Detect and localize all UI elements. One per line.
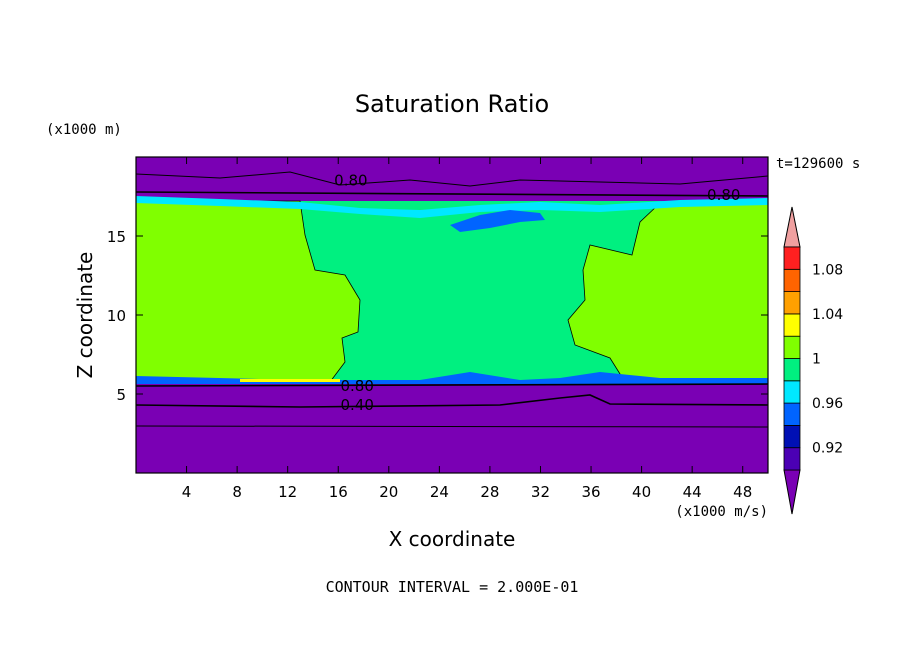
colorbar-swatch: [783, 402, 801, 426]
x-tick-label: 48: [733, 483, 752, 501]
colorbar-swatch: [783, 380, 801, 404]
y-axis: 5 10 15: [107, 228, 768, 404]
contour-line-lowest: [135, 425, 769, 428]
upper-moist-streak: [450, 210, 545, 232]
x-tick-label: 20: [379, 483, 398, 501]
colorbar-label: 0.92: [812, 441, 843, 457]
colorbar-top-arrow: [783, 206, 801, 248]
contour-label: 0.80: [707, 186, 740, 204]
colorbar-swatch: [783, 246, 801, 270]
colorbar-swatch: [783, 424, 801, 449]
colorbar-swatch: [783, 335, 801, 359]
x-tick-label: 12: [278, 483, 297, 501]
colorbar: 0.92 0.96 1 1.04 1.08: [783, 206, 843, 515]
colorbar-bottom-arrow: [783, 469, 801, 515]
lower-supersat-strip: [240, 379, 340, 382]
y-tick-label: 10: [107, 307, 126, 325]
x-tick-label: 32: [531, 483, 550, 501]
colorbar-swatch: [783, 291, 801, 315]
x-tick-label: 8: [232, 483, 242, 501]
x-tick-label: 24: [430, 483, 449, 501]
upper-transition-band: [136, 196, 768, 218]
contour-line-upper-mid: [135, 171, 769, 187]
contour-line-lower-040: [135, 394, 769, 408]
contour-interval-note: CONTOUR INTERVAL = 2.000E-01: [326, 578, 579, 596]
colorbar-label: 1.04: [812, 307, 843, 323]
x-tick-label: 16: [329, 483, 348, 501]
y-units-label: (x1000 m): [46, 122, 122, 138]
chart-title: Saturation Ratio: [355, 90, 549, 118]
x-tick-label: 36: [581, 483, 600, 501]
time-label: t=129600 s: [776, 156, 860, 172]
x-tick-label: 28: [480, 483, 499, 501]
colorbar-swatch: [783, 358, 801, 382]
colorbar-label: 1: [812, 352, 821, 368]
x-tick-label: 4: [182, 483, 192, 501]
colorbar-label: 1.08: [812, 262, 843, 278]
x-tick-label: 44: [683, 483, 702, 501]
colorbar-label: 0.96: [812, 396, 843, 412]
x-tick-label: 40: [632, 483, 651, 501]
y-tick-label: 15: [107, 228, 126, 246]
contour-line-lower-080: [135, 383, 769, 387]
y-tick-label: 5: [116, 386, 126, 404]
contour-label: 0.80: [334, 172, 367, 190]
contour-line-upper-080: [135, 191, 769, 197]
contour-label: 0.40: [340, 396, 373, 414]
x-axis: 4 8 12 16 20 24 28 32 36 40 44 48: [182, 157, 752, 501]
colorbar-swatch: [783, 447, 801, 471]
colorbar-swatch: [783, 313, 801, 337]
colorbar-swatch: [783, 268, 801, 292]
contour-label: 0.80: [340, 377, 373, 395]
y-axis-title: Z coordinate: [73, 252, 97, 379]
plot-area: 0.80 0.80 0.80 0.40: [135, 156, 769, 474]
x-axis-title: X coordinate: [389, 527, 516, 551]
x-units-label: (x1000 m/s): [675, 504, 768, 520]
